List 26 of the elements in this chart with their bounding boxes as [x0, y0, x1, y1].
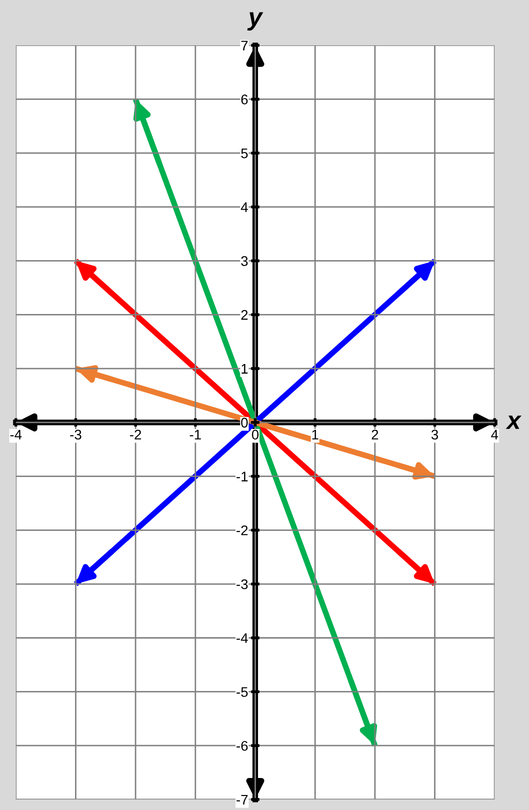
y-tick-label: -5: [236, 687, 248, 697]
y-tick-label: 2: [241, 310, 248, 320]
y-tick-label: -7: [236, 794, 248, 805]
y-tick-label: -4: [236, 633, 248, 643]
y-tick-label: -2: [236, 525, 248, 536]
y-axis-title: y: [247, 12, 264, 31]
y-tick-label: -6: [236, 740, 248, 751]
x-tick-label: -1: [190, 430, 201, 440]
x-tick-label: 4: [491, 430, 498, 440]
y-tick-label: 5: [241, 148, 248, 158]
x-tick-label: 0: [252, 430, 259, 440]
x-tick-label: 1: [312, 430, 318, 440]
x-tick-label: -4: [10, 430, 22, 440]
x-axis-title: x: [506, 416, 522, 429]
y-tick-label: 4: [240, 202, 248, 212]
y-tick-label: 6: [241, 94, 248, 104]
y-tick-label: -1: [236, 472, 248, 482]
x-tick-label: -2: [130, 430, 142, 440]
y-tick-label: 7: [241, 40, 248, 50]
y-tick-label: 3: [241, 256, 248, 266]
y-tick-label: 0: [241, 418, 248, 428]
y-tick-label: 1: [242, 364, 248, 374]
x-tick-label: 3: [431, 430, 438, 440]
x-tick-label: 2: [372, 430, 378, 440]
x-tick-label: -3: [70, 430, 82, 440]
y-tick-label: -3: [236, 579, 248, 590]
